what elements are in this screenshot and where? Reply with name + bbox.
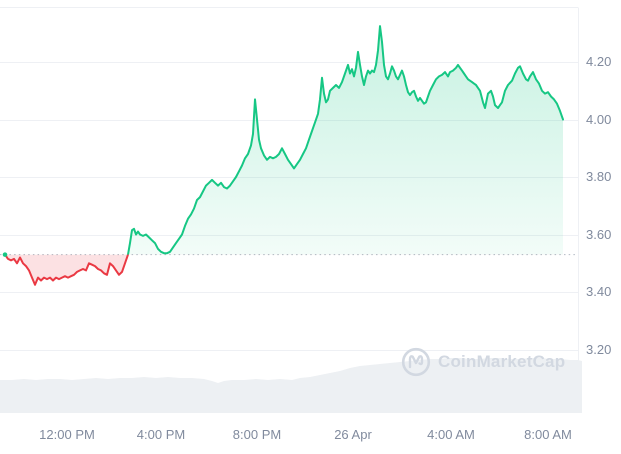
time-tick-label: 12:00 PM <box>39 427 95 442</box>
price-tick-label: 3.60 <box>586 226 612 242</box>
price-tick-label: 3.40 <box>586 284 612 299</box>
series-start-dot <box>2 252 8 257</box>
price-line-down-segment <box>4 254 130 286</box>
price-tick-label: 3.20 <box>586 341 612 357</box>
time-tick-label: 8:00 AM <box>524 427 572 442</box>
price-area-below-baseline <box>5 254 128 285</box>
price-tick-label: 3.80 <box>586 169 612 184</box>
price-tick-label: 4.00 <box>586 111 612 127</box>
price-area-above-baseline <box>5 26 563 255</box>
time-tick-label: 4:00 AM <box>427 427 475 442</box>
time-tick-label: 8:00 PM <box>232 427 282 442</box>
time-tick-label: 4:00 PM <box>136 427 186 442</box>
price-line-up-segment <box>4 25 564 255</box>
volume-area <box>0 358 582 413</box>
price-tick-label: 4.20 <box>586 54 612 69</box>
time-tick-label: 26 Apr <box>334 427 372 442</box>
